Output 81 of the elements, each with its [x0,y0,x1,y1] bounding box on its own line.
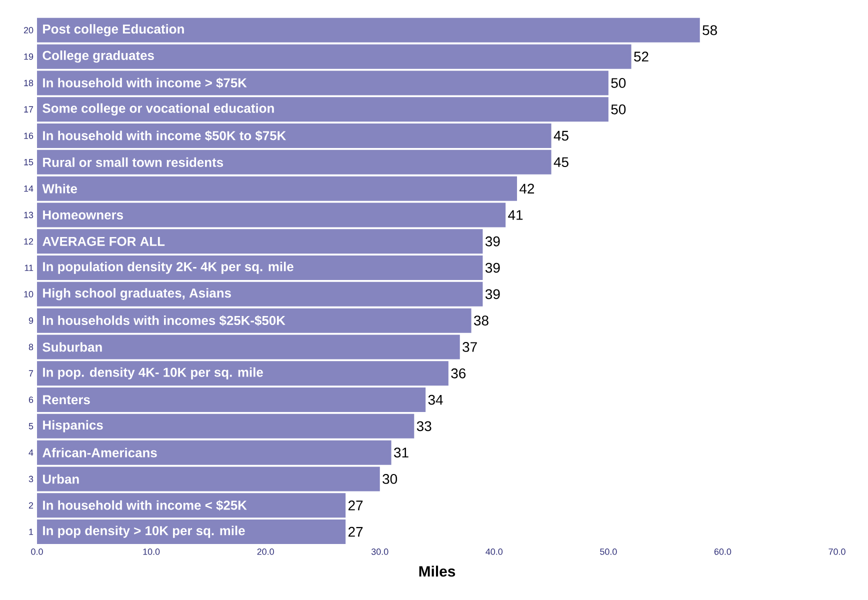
y-tick-label: 12 [24,238,34,245]
x-tick-label: 40.0 [486,548,503,555]
data-label: 27 [348,500,363,510]
annotation: In household with income $50K to $75K [43,130,286,142]
x-tick-label: 50.0 [600,548,617,555]
annotation: Suburban [42,342,102,352]
data-label: 41 [508,210,523,220]
x-tick-label: 0.0 [31,548,43,555]
annotation: In household with income < $25K [43,500,247,511]
y-tick-label: 14 [24,186,34,192]
annotation: In pop. density 4K- 10K per sq. mile [43,367,263,380]
bar [37,97,608,122]
bar [37,414,414,438]
y-tick-label: 1 [29,528,34,535]
bar [37,256,483,280]
y-tick-label: 5 [28,423,34,430]
annotation: African-Americans [42,448,157,458]
y-tick-label: 8 [28,344,34,350]
y-tick-label: 15 [24,159,34,166]
annotation: In population density 2K- 4K per sq. mile [43,262,294,274]
x-tick-label: 30.0 [371,548,388,555]
data-label: 36 [451,368,466,378]
bar [37,229,483,254]
bar [37,18,700,42]
data-label: 52 [634,52,648,62]
y-tick-label: 6 [28,396,34,403]
bar [37,388,426,412]
annotation: In pop density > 10K per sq. mile [43,526,245,538]
data-label: 42 [520,184,534,194]
bar [37,150,552,174]
y-tick-label: 9 [28,317,34,324]
x-tick-label: 60.0 [714,548,732,555]
x-tick-label: 70.0 [828,548,846,555]
y-tick-label: 13 [24,212,34,218]
data-label: 45 [554,130,568,141]
annotation: White [42,184,78,194]
annotation: Rural or small town residents [43,157,224,167]
data-label: 34 [428,394,443,405]
data-label: 50 [611,78,626,88]
bar [37,124,552,148]
annotation: Urban [42,474,79,484]
annotation: Renters [43,395,90,404]
y-tick-label: 4 [28,450,34,456]
annotation: Homeowners [43,210,123,220]
annotation: In household with income > $75K [43,78,247,88]
annotation: Hispanics [43,420,103,432]
data-label: 27 [348,526,363,537]
annotation: Post college Education [43,24,184,36]
y-tick-label: 7 [28,370,34,376]
data-label: 30 [382,474,398,484]
data-label: 33 [416,421,432,432]
y-tick-label: 20 [24,27,34,34]
annotation: In households with incomes $25K-$50K [43,315,286,326]
data-label: 50 [611,104,626,114]
y-tick-label: 2 [28,502,34,509]
y-tick-label: 3 [28,476,34,482]
annotation: High school graduates, Asians [43,288,231,300]
x-tick-label: 20.0 [257,548,274,555]
x-tick-label: 10.0 [143,548,160,555]
data-label: 58 [702,25,717,36]
data-label: 38 [474,316,488,326]
bar [37,361,448,386]
data-label: 39 [485,236,500,246]
y-tick-label: 16 [24,132,34,139]
y-tick-label: 11 [24,264,34,271]
x-axis-title: Miles [419,566,456,577]
data-label: 37 [462,342,477,352]
annotation: AVERAGE FOR ALL [42,236,165,246]
y-tick-label: 19 [24,53,34,60]
data-label: 39 [485,289,500,300]
data-label: 39 [485,262,500,273]
annotation: College graduates [42,50,154,63]
bar [37,520,346,544]
y-tick-label: 17 [24,106,34,112]
annotation: Some college or vocational education [42,103,274,116]
bar [37,493,346,518]
y-tick-label: 18 [24,80,34,86]
data-label: 31 [394,448,408,458]
y-tick-label: 10 [24,291,34,298]
bar [37,282,483,306]
data-label: 45 [554,157,568,168]
